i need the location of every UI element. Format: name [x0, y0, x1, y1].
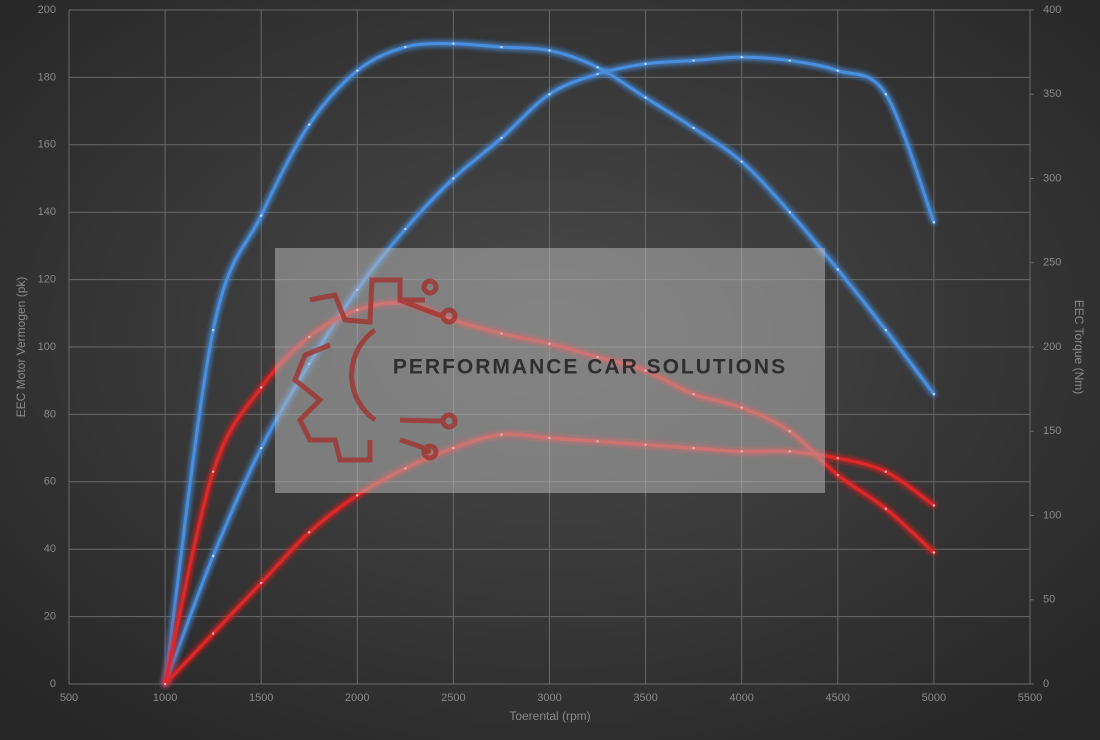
x-tick-label: 4500: [826, 692, 850, 704]
point-dot: [884, 328, 888, 332]
y2-tick-label: 350: [1043, 88, 1061, 100]
point-dot: [788, 211, 791, 214]
y2-tick-label: 100: [1043, 509, 1061, 521]
y2-axis-title: EEC Torque (Nm): [1072, 300, 1086, 394]
point-dot: [308, 531, 311, 534]
y2-tick-label: 0: [1043, 678, 1049, 690]
y2-tick-label: 200: [1043, 341, 1061, 353]
point-dot: [884, 470, 888, 473]
point-dot: [163, 682, 167, 686]
point-dot: [211, 632, 215, 635]
y-tick-label: 40: [44, 543, 56, 555]
point-dot: [644, 62, 647, 66]
x-tick-label: 3000: [537, 692, 561, 704]
series-line: [163, 55, 936, 686]
point-dot: [740, 160, 743, 163]
point-dot: [740, 55, 743, 59]
y-tick-label: 140: [38, 206, 56, 218]
point-dot: [548, 49, 551, 52]
y-tick-label: 120: [38, 274, 56, 286]
y-axis-title: EEC Motor Vermogen (pk): [14, 277, 28, 418]
y-tick-label: 80: [44, 408, 56, 420]
x-tick-label: 2000: [345, 692, 369, 704]
point-dot: [260, 214, 263, 217]
point-dot: [692, 126, 695, 130]
point-dot: [452, 177, 455, 180]
point-dot: [404, 227, 407, 231]
point-dot: [932, 392, 936, 396]
point-dot: [211, 554, 215, 558]
point-dot: [260, 386, 263, 389]
x-tick-label: 4000: [729, 692, 753, 704]
y-tick-label: 100: [38, 341, 56, 353]
y-tick-label: 180: [38, 71, 56, 83]
point-dot: [932, 221, 936, 224]
point-dot: [356, 69, 359, 72]
y-tick-label: 160: [38, 139, 56, 151]
x-tick-label: 2500: [441, 692, 465, 704]
x-tick-label: 1500: [249, 692, 273, 704]
point-dot: [500, 136, 503, 140]
y2-tick-label: 300: [1043, 172, 1061, 184]
y2-tick-label: 50: [1043, 594, 1055, 606]
y-tick-label: 60: [44, 476, 56, 488]
point-dot: [932, 551, 936, 554]
point-dot: [596, 66, 599, 69]
point-dot: [788, 59, 791, 62]
point-dot: [308, 123, 311, 126]
point-dot: [260, 446, 263, 450]
y2-tick-label: 400: [1043, 4, 1061, 16]
point-dot: [404, 45, 407, 49]
point-dot: [211, 470, 215, 473]
point-dot: [644, 96, 647, 99]
watermark-box: [275, 248, 825, 493]
point-dot: [692, 59, 695, 62]
y-tick-label: 0: [50, 678, 56, 690]
x-tick-label: 1000: [153, 692, 177, 704]
watermark: PERFORMANCE CAR SOLUTIONS: [275, 248, 825, 493]
x-tick-label: 3500: [633, 692, 657, 704]
x-tick-label: 500: [60, 692, 78, 704]
point-dot: [836, 473, 839, 477]
point-dot: [836, 268, 839, 271]
y-tick-label: 20: [44, 611, 56, 623]
x-axis-title: Toerental (rpm): [509, 709, 590, 723]
series-line: [163, 42, 936, 686]
point-dot: [836, 69, 839, 72]
y2-tick-label: 150: [1043, 425, 1061, 437]
y2-tick-label: 250: [1043, 257, 1061, 269]
point-dot: [884, 93, 888, 96]
point-dot: [356, 494, 359, 497]
x-tick-label: 5500: [1018, 692, 1042, 704]
point-dot: [596, 72, 599, 76]
point-dot: [932, 504, 936, 507]
point-dot: [260, 581, 263, 585]
point-dot: [548, 93, 551, 96]
point-dot: [500, 45, 503, 49]
point-dot: [211, 328, 215, 332]
point-dot: [452, 42, 455, 45]
x-tick-label: 5000: [922, 692, 946, 704]
logo: [291, 277, 458, 463]
point-dot: [884, 507, 888, 510]
point-dot: [836, 457, 839, 460]
y-tick-label: 200: [38, 4, 56, 16]
watermark-text: PERFORMANCE CAR SOLUTIONS: [393, 356, 787, 379]
